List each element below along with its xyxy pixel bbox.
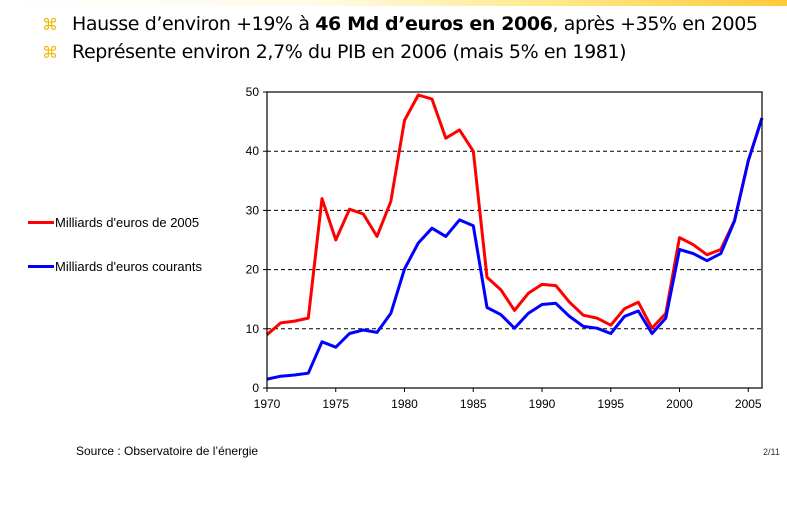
y-tick-label: 40: [246, 144, 260, 158]
legend-item-current-euros: Milliards d'euros courants: [28, 244, 202, 288]
page-number: 2/11: [763, 447, 780, 457]
legend-swatch-red: [28, 220, 54, 224]
x-tick-label: 2005: [735, 397, 762, 411]
chart-legend: Milliards d'euros de 2005 Milliards d'eu…: [28, 200, 202, 288]
bullet-text: Hausse d’environ +19% à 46 Md d’euros en…: [72, 13, 758, 35]
legend-item-constant-euros: Milliards d'euros de 2005: [28, 200, 202, 244]
x-axis-ticks: 1970 1975 1980 1985 1990 1995 2000 2005: [254, 388, 762, 411]
bullet-text-post: , après +35% en 2005: [552, 13, 759, 35]
y-axis-ticks: 0 10 20 30 40 50: [246, 85, 267, 395]
y-tick-label: 30: [246, 203, 260, 217]
bullet-text-pre: Hausse d’environ +19% à: [72, 13, 316, 35]
legend-label: Milliards d'euros de 2005: [55, 214, 200, 230]
slide-top-decoration: [0, 0, 787, 6]
series-line-1: [266, 117, 764, 381]
x-tick-label: 1980: [391, 397, 418, 411]
series-line-0: [266, 93, 764, 336]
bullet-text: Représente environ 2,7% du PIB en 2006 (…: [72, 41, 627, 63]
grid-lines: [267, 150, 762, 330]
bullet-item: ⌘ Hausse d’environ +19% à 46 Md d’euros …: [42, 10, 758, 38]
x-tick-label: 1975: [322, 397, 349, 411]
bullet-item: ⌘ Représente environ 2,7% du PIB en 2006…: [42, 38, 758, 66]
command-key-icon: ⌘: [42, 42, 58, 62]
plot-frame: [266, 91, 763, 389]
legend-swatch-blue: [28, 264, 54, 268]
y-tick-label: 20: [246, 263, 260, 277]
x-tick-label: 1985: [460, 397, 487, 411]
bullet-list: ⌘ Hausse d’environ +19% à 46 Md d’euros …: [42, 10, 758, 66]
legend-label: Milliards d'euros courants: [55, 258, 202, 274]
y-tick-label: 50: [246, 85, 260, 99]
x-tick-label: 2000: [666, 397, 693, 411]
x-tick-label: 1970: [254, 397, 281, 411]
y-tick-label: 0: [252, 381, 259, 395]
series-lines: [266, 93, 764, 381]
command-key-icon: ⌘: [42, 14, 58, 34]
x-tick-label: 1995: [597, 397, 624, 411]
source-note: Source : Observatoire de l’énergie: [76, 444, 259, 458]
x-tick-label: 1990: [529, 397, 556, 411]
bullet-text-bold: 46 Md d’euros en 2006: [315, 13, 553, 35]
y-tick-label: 10: [246, 322, 260, 336]
